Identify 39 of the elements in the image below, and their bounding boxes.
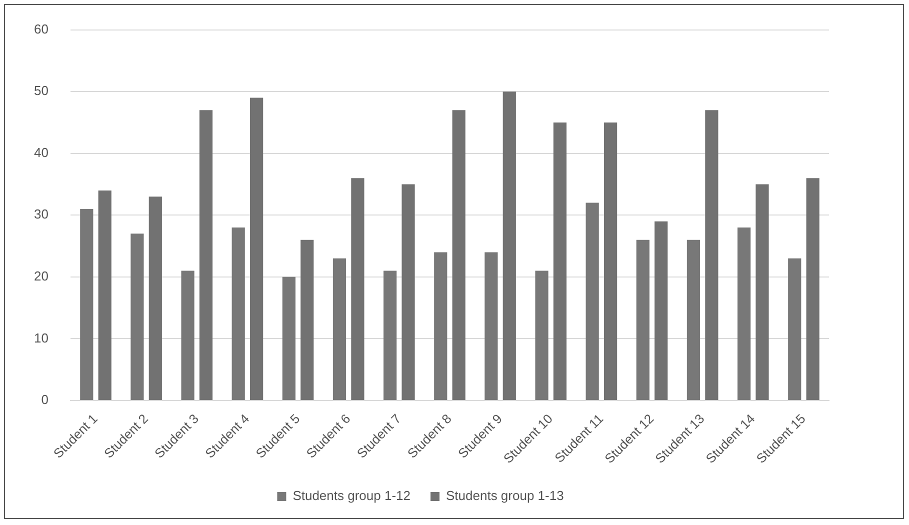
bar bbox=[604, 122, 618, 400]
bar bbox=[686, 240, 700, 400]
bar bbox=[384, 270, 397, 400]
bar bbox=[282, 276, 296, 400]
bar bbox=[332, 258, 346, 400]
bar bbox=[199, 110, 213, 400]
bar bbox=[402, 184, 415, 400]
y-tick-label: 40 bbox=[34, 144, 48, 160]
bar bbox=[130, 234, 144, 400]
y-tick-label: 30 bbox=[34, 206, 48, 222]
y-tick-label: 10 bbox=[34, 330, 48, 346]
bar bbox=[705, 110, 718, 400]
bar bbox=[250, 98, 264, 400]
y-tick-label: 0 bbox=[41, 392, 48, 408]
bar bbox=[737, 228, 751, 400]
bar bbox=[434, 252, 448, 400]
bar bbox=[148, 196, 162, 400]
bar bbox=[232, 228, 245, 400]
legend-label: Students group 1-13 bbox=[446, 488, 564, 504]
y-tick-label: 50 bbox=[34, 83, 48, 98]
bar bbox=[535, 270, 548, 400]
bar bbox=[484, 252, 498, 400]
bar bbox=[502, 92, 516, 400]
bar bbox=[756, 184, 769, 400]
y-tick-label: 60 bbox=[34, 21, 48, 36]
bar bbox=[806, 178, 820, 400]
bar bbox=[80, 208, 94, 400]
bar bbox=[98, 190, 112, 400]
bar bbox=[300, 240, 314, 400]
legend-label: Students group 1-12 bbox=[292, 488, 411, 504]
bar bbox=[586, 202, 599, 400]
bar bbox=[452, 110, 466, 400]
bar bbox=[636, 240, 650, 400]
y-tick-label: 20 bbox=[34, 268, 48, 284]
bar bbox=[553, 122, 567, 400]
bar bbox=[181, 270, 194, 400]
bar bbox=[788, 258, 802, 400]
bar bbox=[654, 221, 668, 400]
bar bbox=[351, 178, 364, 400]
